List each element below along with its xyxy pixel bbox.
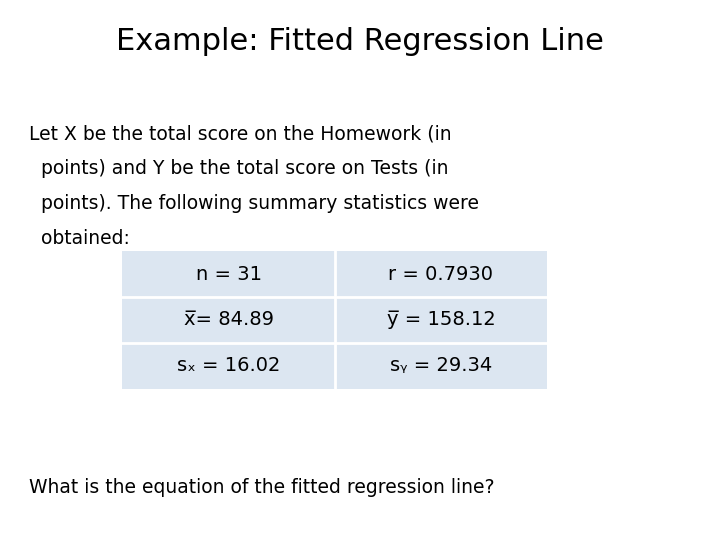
Text: points) and Y be the total score on Tests (in: points) and Y be the total score on Test… [29,159,449,178]
Text: Example: Fitted Regression Line: Example: Fitted Regression Line [116,27,604,56]
Bar [122,251,547,389]
Text: sᵧ = 29.34: sᵧ = 29.34 [390,356,492,375]
Text: sₓ = 16.02: sₓ = 16.02 [177,356,280,375]
Text: n = 31: n = 31 [196,265,261,284]
Text: y̅ = 158.12: y̅ = 158.12 [387,310,495,329]
Text: points). The following summary statistics were: points). The following summary statistic… [29,194,479,213]
Text: obtained:: obtained: [29,230,130,248]
Text: Let X be the total score on the Homework (in: Let X be the total score on the Homework… [29,124,451,143]
Text: What is the equation of the fitted regression line?: What is the equation of the fitted regre… [29,478,495,497]
Text: r = 0.7930: r = 0.7930 [389,265,493,284]
Text: x̅= 84.89: x̅= 84.89 [184,310,274,329]
